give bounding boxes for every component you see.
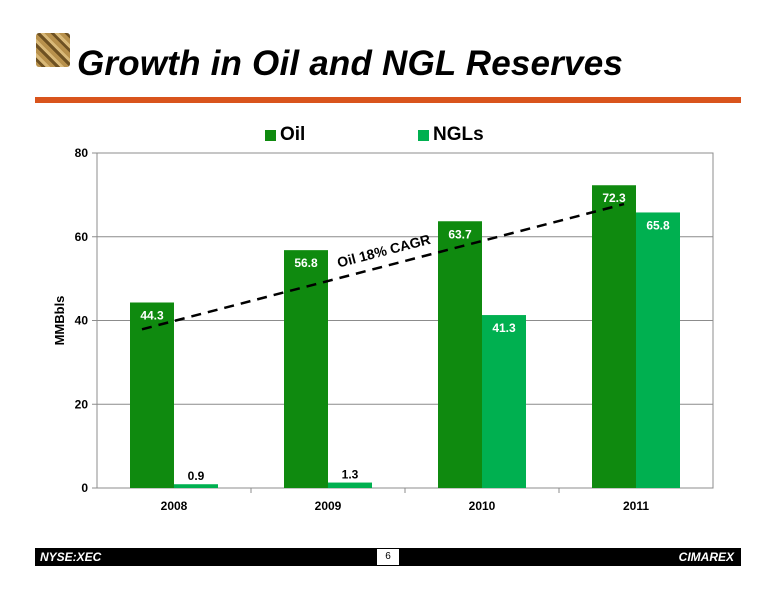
page-title: Growth in Oil and NGL Reserves [77, 44, 624, 83]
ngls-data-label: 65.8 [646, 218, 670, 232]
ngls-bar [482, 315, 526, 488]
y-axis-label: MMBbls [52, 296, 67, 346]
y-tick-label: 60 [75, 230, 89, 244]
oil-bar [130, 302, 174, 488]
y-tick-label: 80 [75, 146, 89, 160]
y-tick-label: 0 [81, 481, 88, 495]
x-tick-label: 2009 [315, 499, 342, 513]
ngls-data-label: 41.3 [492, 321, 516, 335]
page-number: 6 [377, 549, 399, 565]
oil-bar [284, 250, 328, 488]
cagr-trend-line [141, 202, 625, 331]
y-tick-label: 40 [75, 314, 89, 328]
company-logo [36, 33, 70, 67]
y-tick-label: 20 [75, 397, 89, 411]
ngls-bar [328, 482, 372, 488]
legend-label-ngls: NGLs [433, 124, 484, 145]
oil-data-label: 72.3 [602, 191, 626, 205]
ngls-data-label: 0.9 [188, 469, 205, 483]
brand-logo-text: CIMAREX [678, 550, 734, 564]
legend-swatch-ngls [418, 130, 429, 141]
x-tick-label: 2010 [469, 499, 496, 513]
x-tick-label: 2008 [161, 499, 188, 513]
ngls-bar [174, 484, 218, 488]
legend-swatch-oil [265, 130, 276, 141]
oil-data-label: 44.3 [140, 308, 164, 322]
oil-bar [438, 221, 482, 488]
ngls-bar [636, 212, 680, 488]
x-tick-label: 2011 [623, 499, 649, 513]
ticker-label: NYSE:XEC [40, 550, 102, 564]
bar-chart: 0 20 40 60 80 MMBbls 2008 44.3 0.9 2009 56.8 1.3 201… [52, 124, 714, 513]
oil-data-label: 56.8 [294, 256, 318, 270]
legend-label-oil: Oil [280, 124, 305, 145]
oil-bar [592, 185, 636, 488]
ngls-data-label: 1.3 [342, 468, 359, 482]
title-divider [35, 97, 741, 103]
oil-data-label: 63.7 [448, 227, 472, 241]
